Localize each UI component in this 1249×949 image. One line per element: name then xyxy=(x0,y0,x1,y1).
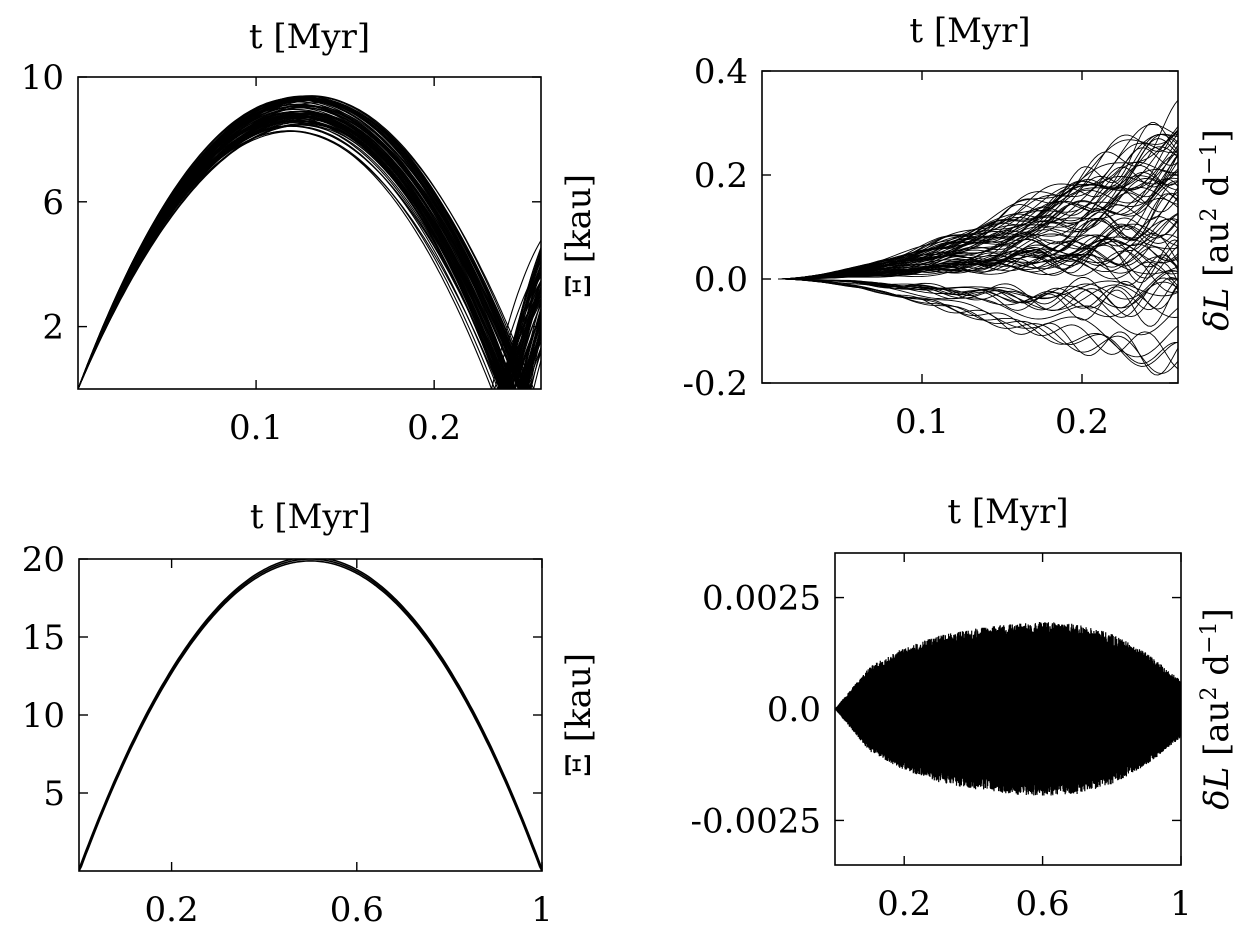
y-tick-label: -0.2 xyxy=(682,364,748,404)
x-tick-label: 0.6 xyxy=(330,890,384,930)
y-tick-label: 10 xyxy=(22,696,65,736)
series-line xyxy=(777,172,1178,280)
plot-area-3 xyxy=(79,559,542,871)
x-tick-label: 0.2 xyxy=(1055,402,1109,442)
series-line xyxy=(78,112,541,389)
x-tick-label: 1 xyxy=(1170,884,1192,924)
chart-title: t [Myr] xyxy=(250,497,371,537)
series-line xyxy=(78,121,541,389)
series-line xyxy=(78,114,541,389)
axes-frame xyxy=(761,70,1179,384)
series-line xyxy=(778,278,1178,376)
series-line xyxy=(778,178,1178,280)
series-line xyxy=(78,120,541,389)
series-line xyxy=(78,96,541,389)
x-tick-label: 1 xyxy=(531,890,553,930)
series-line xyxy=(778,278,1178,299)
series-line xyxy=(778,278,1178,336)
series-line xyxy=(78,99,541,389)
y-tick-label: 5 xyxy=(43,774,65,814)
panel-4: 0.2 0.6 1 -0.0025 0.0 0.0025 t [Myr] δL [au2 d−… xyxy=(691,492,1237,924)
series-line xyxy=(778,278,1178,311)
y-tick-label: 0.4 xyxy=(694,52,748,92)
series-line xyxy=(777,133,1178,280)
y-tick-label: -0.0025 xyxy=(691,801,821,841)
y-tick-label: 0.0 xyxy=(767,690,821,730)
series-line xyxy=(777,123,1178,280)
x-tick-label: 0.2 xyxy=(877,884,931,924)
series-line xyxy=(777,133,1178,280)
y-tick-label: 0.2 xyxy=(694,156,748,196)
chart-title: t [Myr] xyxy=(947,492,1068,532)
y-tick-label: 10 xyxy=(21,58,64,98)
y-tick-label: 20 xyxy=(22,540,65,580)
series-line xyxy=(778,278,1178,358)
series-line xyxy=(778,243,1178,280)
y-tick-label: 2 xyxy=(42,308,64,348)
plot-area-4 xyxy=(835,621,1181,796)
series-line xyxy=(778,192,1178,280)
series-line xyxy=(778,232,1178,280)
y-axis-label: Ξ [kau] xyxy=(559,653,599,777)
y-tick-label: 0.0025 xyxy=(702,579,821,619)
x-tick-label: 0.2 xyxy=(145,890,199,930)
series-line xyxy=(78,104,541,389)
y-tick-label: 15 xyxy=(22,618,65,658)
series-line xyxy=(78,95,541,389)
series-line xyxy=(777,126,1178,280)
y-tick-label: 0.0 xyxy=(694,260,748,300)
panel-1: 0.1 0.2 2 6 10 t [Myr] Ξ [kau] xyxy=(21,17,599,448)
x-tick-label: 0.1 xyxy=(895,402,949,442)
series-line xyxy=(778,278,1178,375)
series-line xyxy=(78,99,541,389)
series-line xyxy=(78,108,541,389)
axes-frame xyxy=(77,76,542,390)
series-line xyxy=(78,101,541,389)
y-tick-label: 6 xyxy=(42,183,64,223)
series-line xyxy=(778,278,1178,364)
x-tick-label: 0.2 xyxy=(407,408,461,448)
plot-area-1 xyxy=(78,95,541,389)
x-tick-label: 0.6 xyxy=(1016,884,1070,924)
series-line xyxy=(78,114,541,389)
series-line xyxy=(79,560,542,871)
plot-area-2 xyxy=(777,99,1178,376)
series-line xyxy=(79,559,542,870)
series-line xyxy=(778,178,1178,280)
x-tick-label: 0.1 xyxy=(229,408,283,448)
series-line xyxy=(79,559,542,871)
series-line xyxy=(777,144,1178,280)
chart-title: t [Myr] xyxy=(909,11,1030,51)
y-axis-label: Ξ [kau] xyxy=(559,174,599,298)
y-axis-label: δL [au2 d−1] xyxy=(1197,129,1237,331)
series-line xyxy=(778,278,1178,370)
panel-2: 0.1 0.2 -0.2 0.0 0.2 0.4 t [Myr] δL [au2 d−1] xyxy=(682,11,1237,442)
chart-title: t [Myr] xyxy=(249,17,370,57)
series-line xyxy=(778,186,1178,280)
series-line xyxy=(835,621,1181,796)
y-axis-label: δL [au2 d−1] xyxy=(1197,608,1237,810)
